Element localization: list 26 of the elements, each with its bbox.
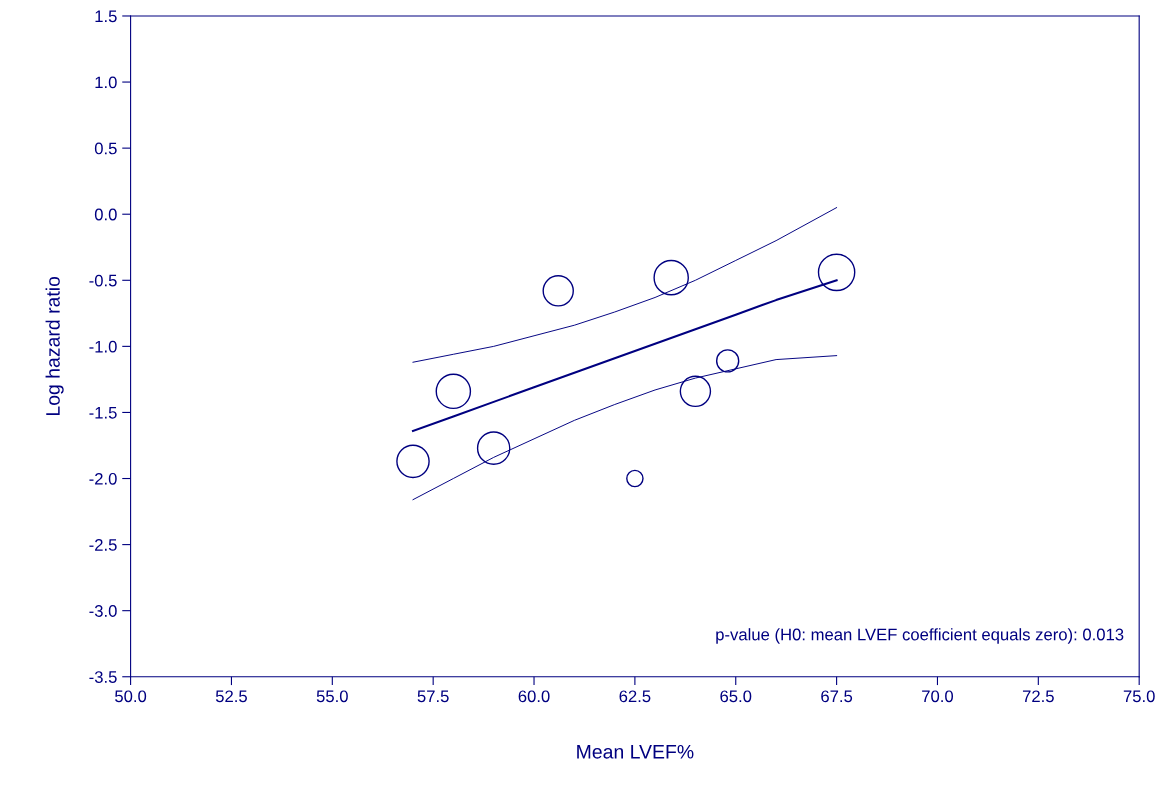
y-tick-label: -0.5 <box>89 274 117 287</box>
y-tick-label: -2.0 <box>89 472 117 485</box>
x-tick-label: 72.5 <box>1022 690 1054 703</box>
x-tick-label: 75.0 <box>1123 690 1155 703</box>
y-axis-title: Log hazard ratio <box>45 276 64 416</box>
x-tick-label: 60.0 <box>518 690 550 703</box>
x-tick-label: 65.0 <box>720 690 752 703</box>
x-tick-label: 62.5 <box>619 690 651 703</box>
y-tick-label: 0.5 <box>94 142 117 155</box>
annotation: p-value (H0: mean LVEF coefficient equals zero): 0.013 <box>716 628 1124 644</box>
y-tick-label: -1.0 <box>89 340 117 353</box>
x-tick-label: 57.5 <box>417 690 449 703</box>
x-axis-title: Mean LVEF% <box>577 744 694 759</box>
y-tick-label: 1.5 <box>95 10 117 23</box>
x-tick-label: 50.0 <box>115 690 147 703</box>
x-tick-label: 67.5 <box>821 690 853 703</box>
x-tick-label: 70.0 <box>922 690 954 703</box>
line-series <box>412 207 838 363</box>
y-tick-label: -1.5 <box>89 407 117 419</box>
x-tick-label: 55.0 <box>316 690 348 703</box>
y-tick-label: -3.0 <box>89 605 117 617</box>
y-tick-label: -2.5 <box>89 539 117 551</box>
y-tick-label: 1.0 <box>95 76 117 89</box>
y-tick-label: 0.0 <box>94 208 117 221</box>
x-tick-label: 52.5 <box>215 690 247 703</box>
y-tick-label: -3.5 <box>89 671 117 683</box>
